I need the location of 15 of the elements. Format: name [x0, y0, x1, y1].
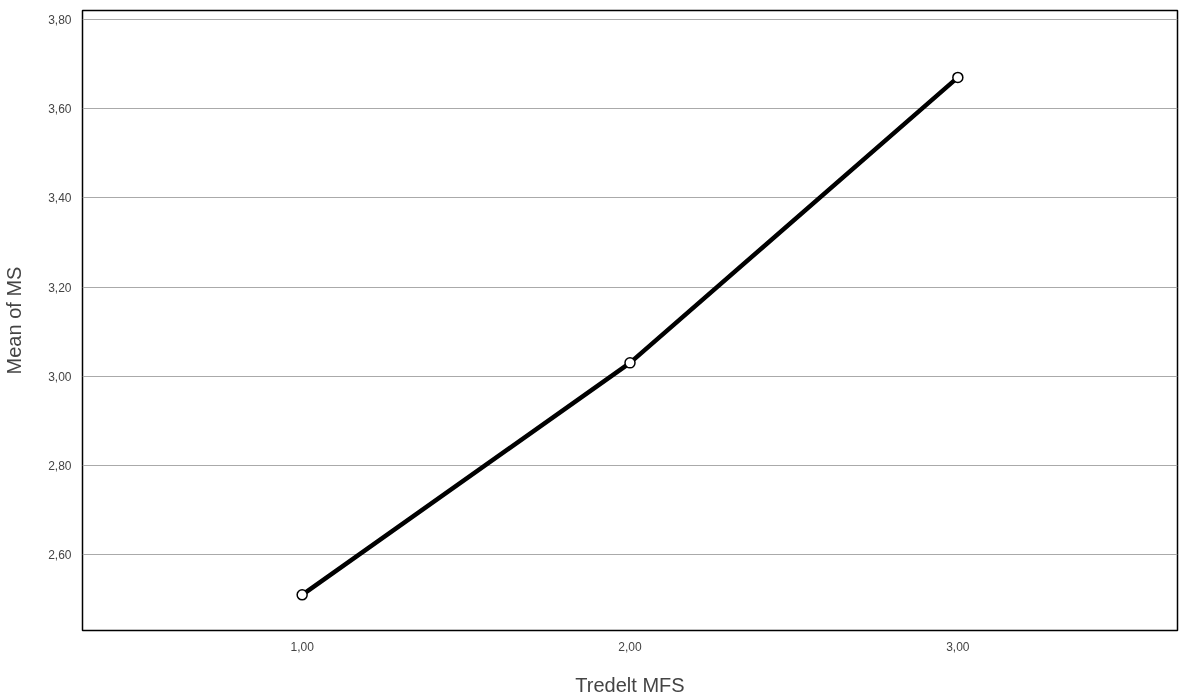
- x-tick-label: 1,00: [290, 639, 315, 654]
- x-tick-label: 3,00: [946, 639, 970, 654]
- y-tick-label: 2,60: [48, 548, 72, 563]
- y-tick-label: 2,80: [48, 458, 72, 473]
- x-tick-label: 2,00: [618, 639, 642, 654]
- point: [624, 357, 636, 369]
- point: [296, 589, 308, 601]
- y-tick-label: 3,00: [48, 369, 72, 384]
- point: [952, 71, 964, 84]
- y-tick-label: 3,20: [48, 280, 72, 295]
- y-axis-title: Mean of MS: [3, 266, 26, 375]
- x-axis-title: Tredelt MFS: [575, 673, 685, 696]
- y-tick-label: 3,40: [48, 191, 72, 206]
- y-tick-label: 3,60: [48, 102, 72, 117]
- y-tick-label: 3,80: [48, 12, 72, 27]
